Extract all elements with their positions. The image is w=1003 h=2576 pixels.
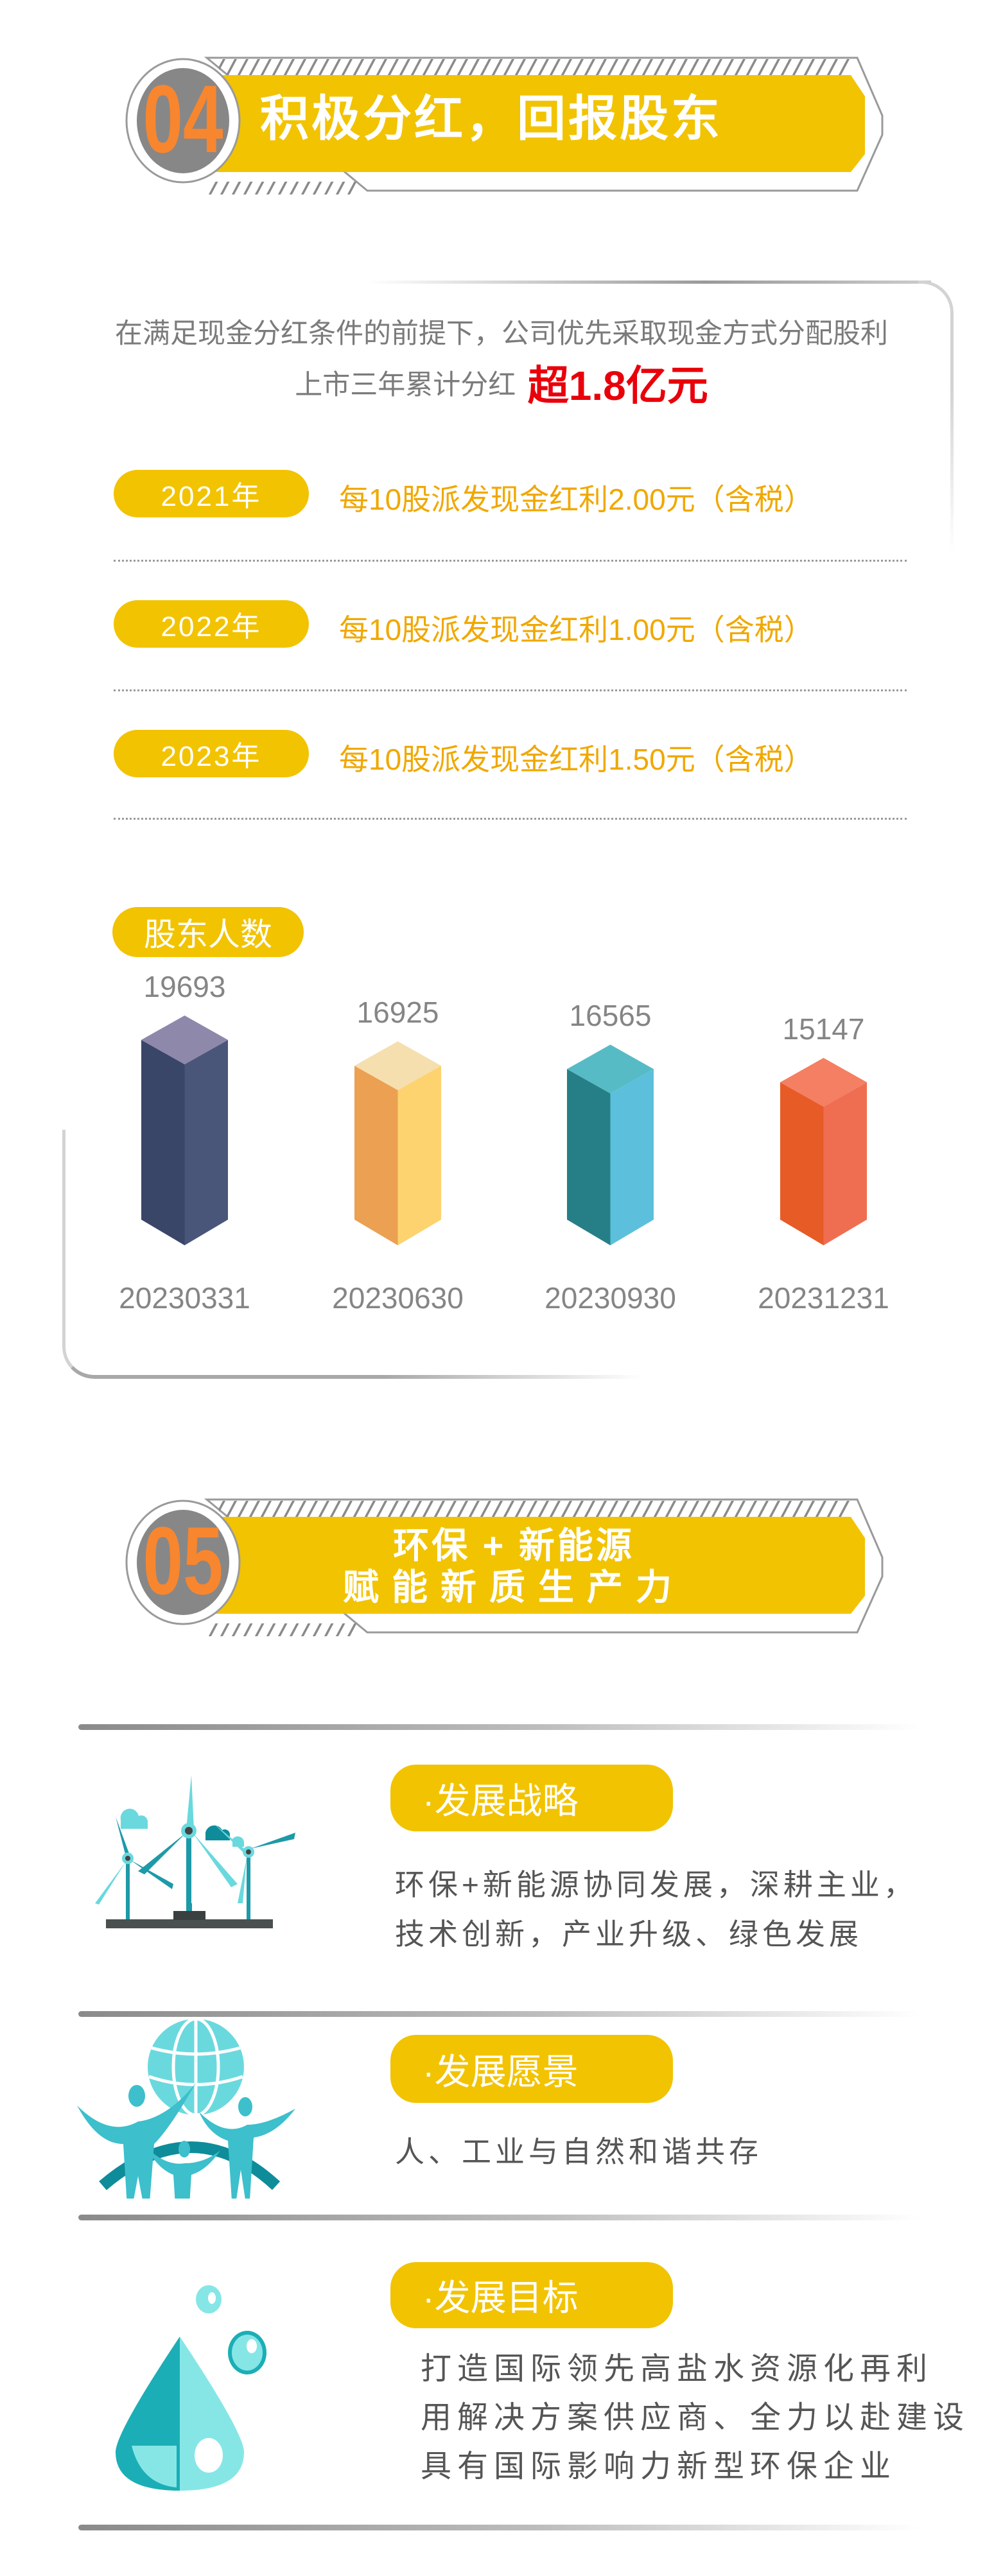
section-title-line1: 环保 + 新能源 [393,1525,634,1566]
vision-text: 人、工业与自然和谐共存 [395,2135,762,2168]
bar-left-face [780,1082,824,1245]
goal-text-line2: 用解决方案供应商、全力以赴建设 [421,2401,970,2435]
year-badge-2023: 2023年 [114,730,309,777]
strategy-text-line1: 环保+新能源协同发展，深耕主业， [395,1868,917,1901]
goal-text-line1: 打造国际领先高盐水资源化再利 [421,2352,934,2386]
cumulative-dividend: 上市三年累计分红 超1.8亿元 [0,353,1003,412]
bar-top-face [141,1016,228,1064]
divider-dotted [114,689,907,691]
bar-category-label: 20230930 [545,1281,676,1315]
people-globe-icon [77,2017,295,2199]
card-border-top [366,281,931,284]
section-title: 积极分红，回报股东 [260,92,722,146]
divider [78,2215,920,2220]
section-number: 05 [143,1507,223,1614]
section-banner-05 [125,1498,884,1636]
dividend-text-2023: 每10股派发现金红利1.50元（含税） [339,743,814,776]
bar-top-face [780,1058,867,1107]
section-number: 04 [143,65,223,173]
cumulative-amount: 超1.8亿元 [527,363,708,409]
bar-value-label: 19693 [143,970,226,1003]
card-border-bottom-left [62,1130,643,1379]
bar-category-label: 20230331 [119,1281,250,1315]
bar-category-label: 20231231 [758,1281,889,1315]
bar-value-label: 16925 [356,996,439,1030]
year-badge-2021: 2021年 [114,470,309,517]
bar-category-label: 20230630 [332,1281,464,1315]
bar-top-face [567,1044,654,1094]
divider [78,2011,920,2017]
strategy-text-line2: 技术创新，产业升级、绿色发展 [395,1917,862,1951]
goal-text-line3: 具有国际影响力新型环保企业 [421,2450,897,2484]
wind-turbine-icon [95,1775,295,1928]
bar-right-face [823,1082,867,1245]
cumulative-label: 上市三年累计分红 [295,370,516,401]
water-drop-icon [116,2285,266,2491]
bar-top-face [354,1041,441,1091]
divider-dotted [114,560,907,562]
strategy-badge: ·发展战略 [390,1765,673,1831]
goal-badge: ·发展目标 [390,2262,673,2328]
dividend-text-2021: 每10股派发现金红利2.00元（含税） [339,483,814,516]
vision-badge: ·发展愿景 [390,2035,673,2103]
shareholders-badge: 股东人数 [112,907,304,957]
divider [78,1724,920,1730]
bar-value-label: 16565 [569,999,652,1033]
divider [78,2525,920,2530]
bar-value-label: 15147 [782,1012,865,1046]
year-badge-2022: 2022年 [114,600,309,648]
intro-text: 在满足现金分红条件的前提下，公司优先采取现金方式分配股利 [115,318,888,349]
section-title-line2: 赋能新质生产力 [343,1567,685,1607]
section-banner-04 [125,56,884,194]
divider-dotted [114,818,907,820]
dividend-text-2022: 每10股派发现金红利1.00元（含税） [339,613,814,646]
